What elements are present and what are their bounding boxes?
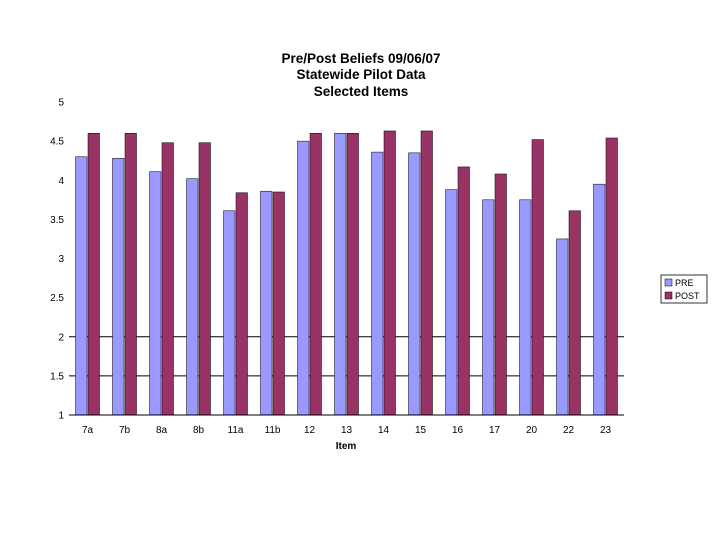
bar-post-13 [346,133,359,416]
bar-pre-14 [371,151,384,416]
x-tick-label: 12 [304,425,316,436]
y-tick-label: 4.5 [50,137,64,148]
y-tick-label: 1.5 [50,371,64,382]
bar-pre-7a [75,156,88,416]
bar-post-12 [309,133,322,416]
legend-label-pre: PRE [675,278,694,288]
bar-pre-17 [482,199,495,416]
y-tick-label: 2 [58,332,64,343]
x-tick-label: 17 [489,425,501,436]
x-tick-label: 8b [193,425,205,436]
bar-post-22 [568,210,581,416]
bar-pre-13 [334,133,347,416]
x-tick-label: 15 [415,425,427,436]
bar-post-17 [494,173,507,416]
x-tick-label: 11a [228,425,244,436]
legend-swatch-post [664,291,673,300]
bar-post-7b [124,133,137,416]
legend: PRE POST [660,274,708,304]
bar-post-23 [605,137,618,416]
x-tick-label: 14 [378,425,390,436]
bar-post-8a [161,142,174,416]
bar-post-20 [531,139,544,416]
bar-post-16 [457,166,470,416]
bar-post-11a [235,192,248,416]
x-axis-title: Item [336,441,357,452]
chart-title-line-1: Pre/Post Beliefs 09/06/07 [281,51,440,66]
bar-pre-16 [445,189,458,416]
legend-label-post: POST [675,291,700,301]
bar-post-15 [420,130,433,416]
bar-post-11b [272,191,285,416]
bar-post-7a [87,133,100,416]
x-tick-label: 20 [526,425,538,436]
x-axis-tick-labels: 7a 7b 8a 8b 11a 11b 12 13 14 15 16 17 20 22 23 [82,425,612,436]
x-tick-label: 23 [600,425,612,436]
bar-pre-11a [223,210,236,416]
x-tick-label: 22 [563,425,575,436]
chart-title-line-3: Selected Items [314,84,409,99]
y-tick-label: 2.5 [50,293,64,304]
x-tick-label: 8a [156,425,168,436]
gridlines [69,336,624,377]
y-tick-label: 3.5 [50,215,64,226]
x-tick-label: 16 [452,425,464,436]
y-axis-tick-labels: 1 1.5 2 2.5 3 3.5 4 4.5 5 [50,98,64,422]
bar-pre-20 [519,199,532,416]
bar-pre-22 [556,238,569,416]
bar-pre-7b [112,158,125,416]
chart-title: Pre/Post Beliefs 09/06/07 Statewide Pilo… [281,51,440,99]
bar-pre-23 [593,183,606,416]
bar-pre-8b [186,178,199,416]
x-tick-label: 11b [265,425,281,436]
y-tick-label: 5 [58,98,64,109]
legend-swatch-pre [664,278,673,287]
bar-pre-8a [149,171,162,416]
bar-pre-11b [260,190,273,416]
x-tick-label: 7b [119,425,131,436]
y-tick-label: 1 [58,411,64,422]
y-tick-label: 4 [58,176,64,187]
bar-pre-12 [297,140,310,416]
x-tick-label: 13 [341,425,353,436]
chart-title-line-2: Statewide Pilot Data [296,67,426,82]
bar-pre-15 [408,152,421,416]
y-tick-label: 3 [58,254,64,265]
bars [75,130,618,416]
bar-post-8b [198,142,211,416]
x-tick-label: 7a [82,425,94,436]
bar-post-14 [383,130,396,416]
